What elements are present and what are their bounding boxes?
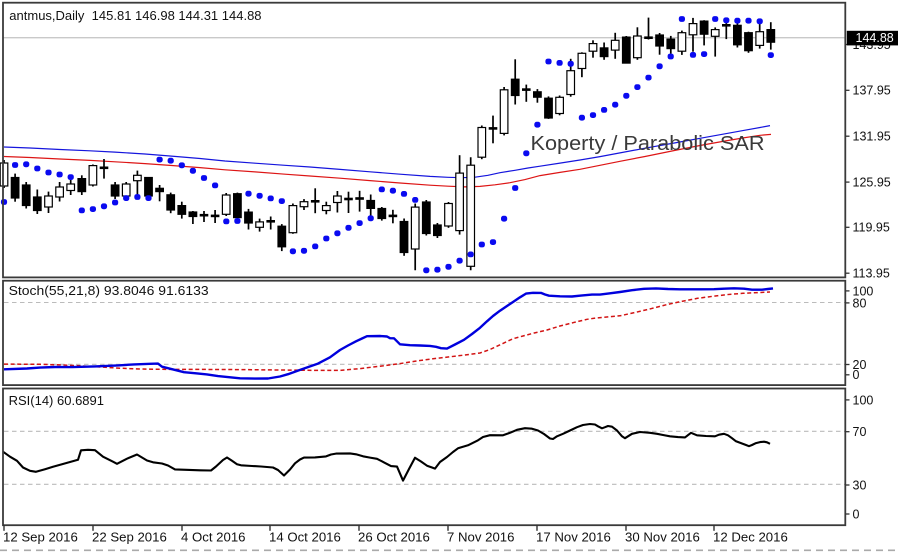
svg-text:17 Nov 2016: 17 Nov 2016 xyxy=(536,529,611,544)
svg-text:70: 70 xyxy=(853,425,867,439)
svg-text:30: 30 xyxy=(853,478,867,492)
svg-text:RSI(14) 60.6891: RSI(14) 60.6891 xyxy=(9,393,104,408)
svg-text:80: 80 xyxy=(853,296,867,310)
svg-text:22 Sep 2016: 22 Sep 2016 xyxy=(92,529,167,544)
svg-text:119.95: 119.95 xyxy=(853,221,890,235)
svg-text:0: 0 xyxy=(853,368,860,382)
svg-text:30 Nov 2016: 30 Nov 2016 xyxy=(625,529,700,544)
svg-text:125.95: 125.95 xyxy=(853,176,891,190)
svg-text:26 Oct 2016: 26 Oct 2016 xyxy=(358,529,430,544)
svg-text:12 Sep 2016: 12 Sep 2016 xyxy=(3,529,78,544)
svg-text:Koperty / Parabolic SAR: Koperty / Parabolic SAR xyxy=(531,132,765,155)
svg-text:144.88: 144.88 xyxy=(856,31,894,45)
svg-text:12 Dec 2016: 12 Dec 2016 xyxy=(713,529,788,544)
svg-text:137.95: 137.95 xyxy=(853,84,891,98)
svg-text:100: 100 xyxy=(853,393,874,407)
svg-text:14 Oct 2016: 14 Oct 2016 xyxy=(269,529,341,544)
svg-text:antmus,Daily 145.81 146.98 14: antmus,Daily 145.81 146.98 144.31 144.88 xyxy=(9,8,261,23)
svg-text:100: 100 xyxy=(853,284,874,298)
svg-text:4 Oct 2016: 4 Oct 2016 xyxy=(181,529,246,544)
svg-text:Stoch(55,21,8) 93.8046 91.6133: Stoch(55,21,8) 93.8046 91.6133 xyxy=(9,283,209,298)
svg-text:7 Nov 2016: 7 Nov 2016 xyxy=(447,529,514,544)
svg-text:0: 0 xyxy=(853,507,860,521)
svg-text:113.95: 113.95 xyxy=(853,267,890,281)
svg-text:131.95: 131.95 xyxy=(853,130,891,144)
svg-text:20: 20 xyxy=(853,358,867,372)
